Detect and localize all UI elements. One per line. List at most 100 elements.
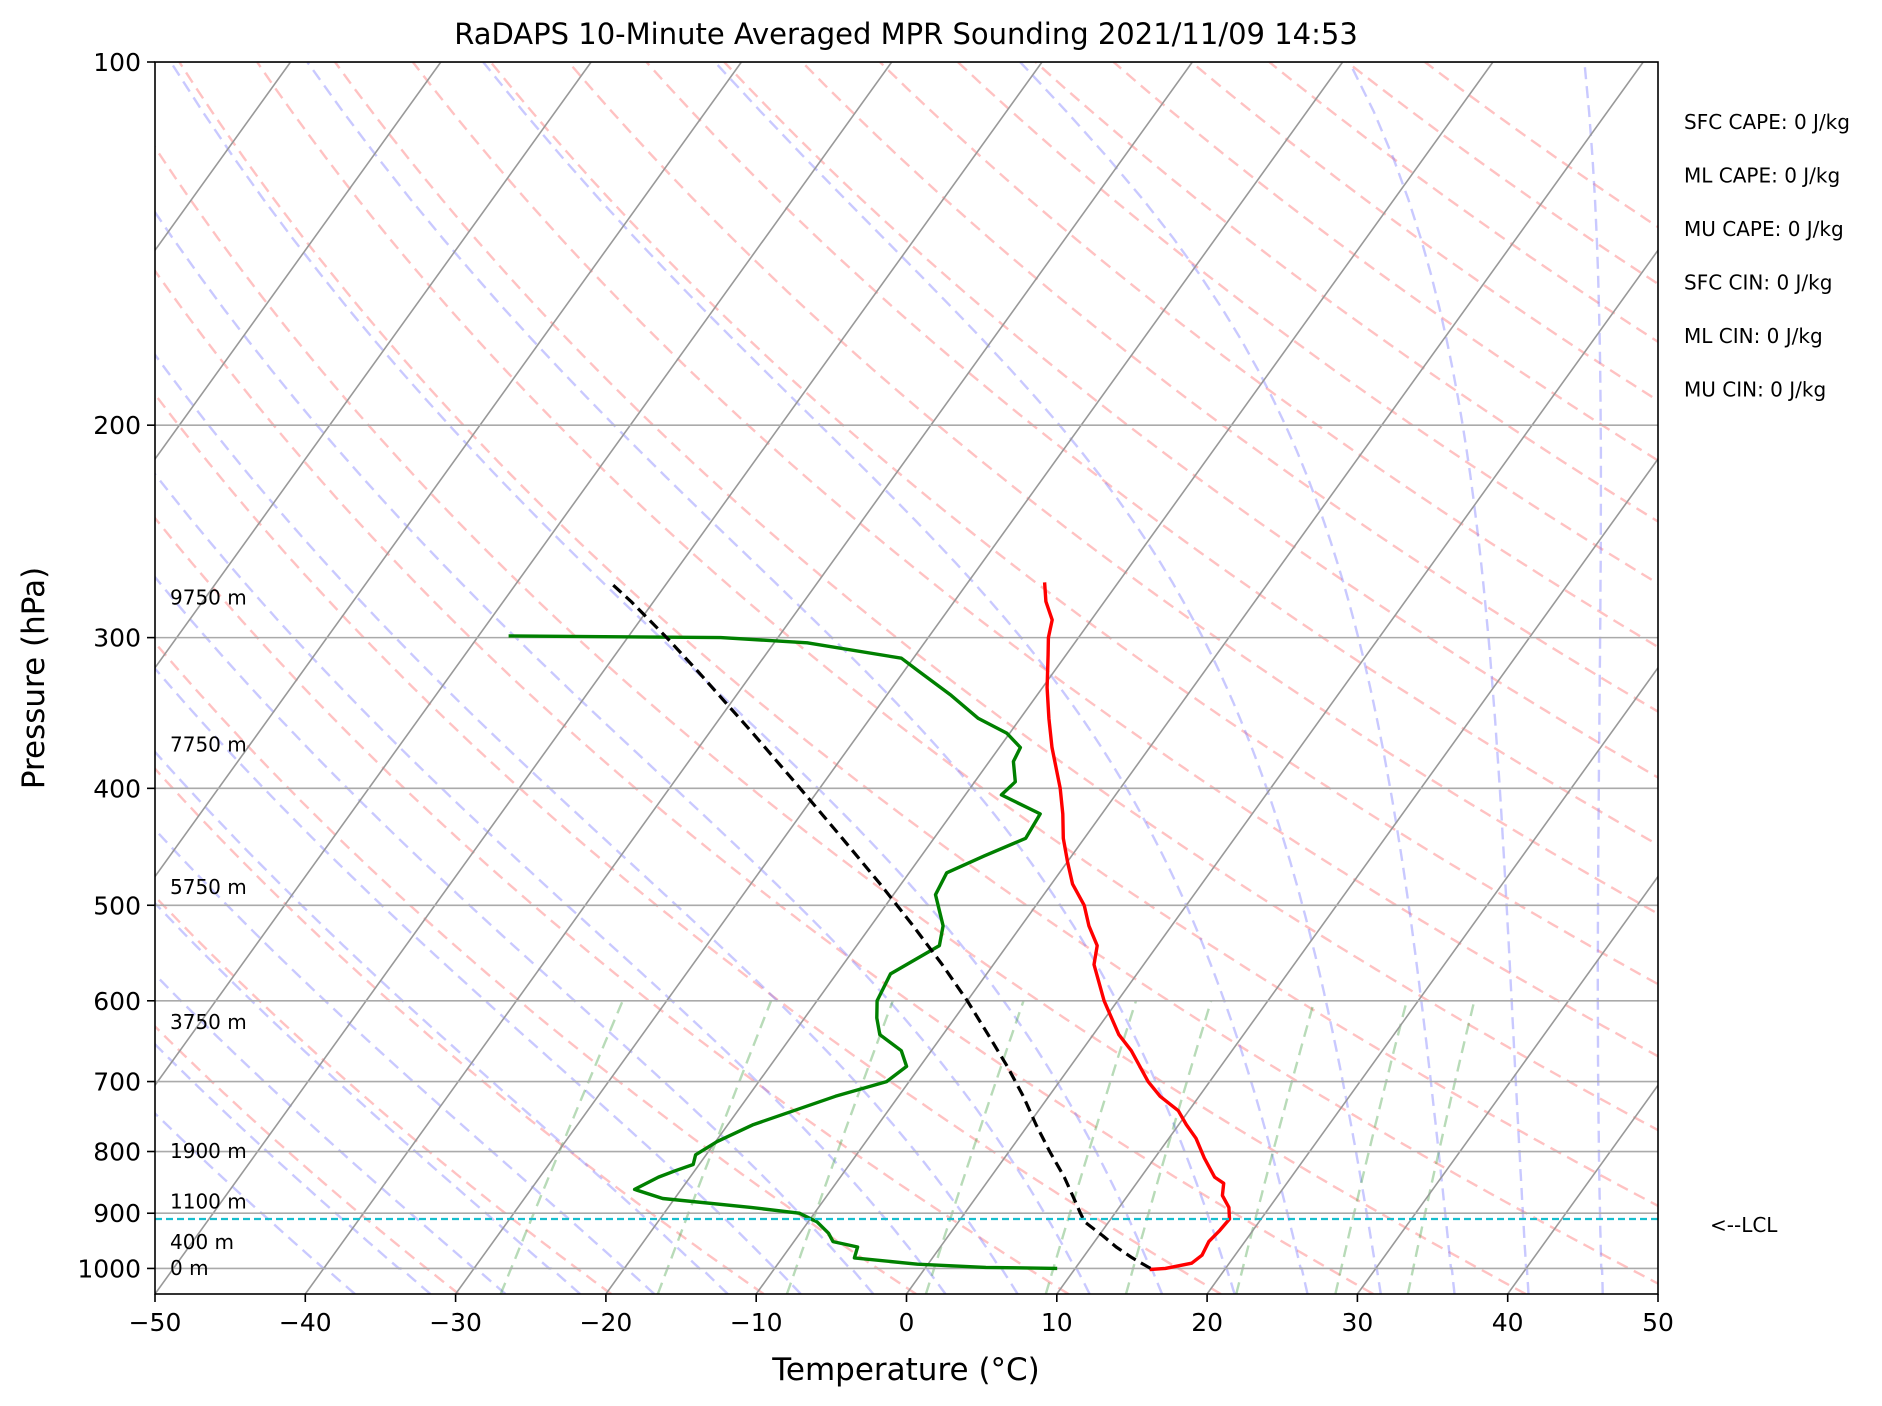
moist-adiabat	[306, 62, 1236, 1294]
dry-adiabat	[155, 392, 1222, 1294]
moist-adiabat	[155, 210, 1091, 1294]
moist-adiabat	[155, 901, 581, 1294]
isotherm	[755, 62, 1644, 1294]
dry-adiabat	[155, 894, 613, 1294]
height-labels: 9750 m 7750 m 5750 m 3750 m 1900 m 1100 m 400 …	[170, 586, 247, 1280]
isotherm	[454, 62, 1344, 1294]
x-tick-label: −20	[580, 1308, 633, 1337]
height-label: 400 m	[170, 1230, 234, 1254]
dry-adiabat	[723, 62, 1658, 779]
isotherm	[304, 62, 1193, 1294]
cape-cin-annotation: ML CIN: 0 J/kg	[1684, 324, 1823, 348]
dry-adiabat	[155, 766, 765, 1294]
dry-adiabat	[1112, 62, 1658, 462]
mixing-ratio-line	[785, 1000, 894, 1294]
dry-adiabat	[155, 268, 1374, 1294]
dry-adiabat	[256, 62, 1658, 1208]
x-tick-label: −10	[730, 1308, 783, 1337]
x-tick-label: 40	[1492, 1308, 1524, 1337]
dry-adiabat	[645, 62, 1658, 847]
isotherm	[155, 62, 893, 1087]
cape-cin-annotation: ML CAPE: 0 J/kg	[1684, 164, 1840, 188]
dry-adiabat	[1190, 62, 1658, 403]
mixing-ratio-line	[656, 1000, 773, 1294]
dry-adiabat	[801, 62, 1658, 713]
y-tick-label: 200	[93, 411, 141, 440]
dry-adiabat	[155, 145, 1527, 1294]
moist-adiabat	[155, 352, 1019, 1294]
x-tick-label: 20	[1191, 1308, 1223, 1337]
y-tick-label: 500	[93, 891, 141, 920]
x-tick-label: 10	[1041, 1308, 1073, 1337]
isotherm	[1657, 1292, 1658, 1294]
y-tick-label: 400	[93, 774, 141, 803]
y-tick-label: 800	[93, 1138, 141, 1167]
x-axis-ticks: −50 −40 −30 −20 −10 0 10 20 30 40 50	[129, 1294, 1674, 1337]
cape-cin-annotation: MU CAPE: 0 J/kg	[1684, 217, 1844, 241]
isotherm	[1507, 1083, 1658, 1294]
annotations: SFC CAPE: 0 J/kg ML CAPE: 0 J/kg MU CAPE: …	[1684, 110, 1850, 402]
moist-adiabat	[155, 472, 947, 1294]
dry-adiabat	[155, 1024, 460, 1294]
height-label: 0 m	[170, 1256, 209, 1280]
isotherm	[1356, 875, 1658, 1294]
y-tick-label: 900	[93, 1199, 141, 1228]
x-tick-label: 30	[1341, 1308, 1373, 1337]
moist-adiabat	[155, 666, 802, 1294]
dry-adiabat	[956, 62, 1658, 586]
chart-title: RaDAPS 10-Minute Averaged MPR Sounding 2…	[454, 17, 1358, 51]
x-tick-label: −50	[129, 1308, 182, 1337]
isotherm	[155, 62, 743, 878]
isotherm	[155, 62, 442, 461]
background-lines	[155, 62, 1658, 1294]
dry-adiabat	[567, 62, 1658, 916]
lcl-label: <--LCL	[1710, 1213, 1778, 1237]
moist-adiabat	[1019, 62, 1456, 1294]
series-line-1	[508, 634, 1058, 1271]
height-label: 5750 m	[170, 875, 247, 899]
isotherm	[1206, 666, 1658, 1294]
isotherm	[605, 62, 1494, 1294]
x-tick-label: 50	[1642, 1308, 1674, 1337]
data-series	[508, 581, 1232, 1272]
y-axis-ticks: 100 200 300 400 500 600 700 800 900 1000	[77, 48, 155, 1283]
moist-adiabat	[155, 750, 729, 1294]
mixing-ratio-line	[1235, 1000, 1316, 1294]
series-line-0	[1042, 582, 1232, 1272]
mixing-ratio-line	[1124, 1000, 1213, 1294]
isotherm	[905, 248, 1658, 1294]
moist-adiabat	[155, 972, 507, 1294]
dry-adiabat	[334, 62, 1658, 1132]
isotherm	[155, 62, 1043, 1294]
dry-adiabat	[411, 62, 1658, 1058]
height-label: 1100 m	[170, 1189, 247, 1213]
dry-adiabat	[489, 62, 1658, 986]
cape-cin-annotation: SFC CIN: 0 J/kg	[1684, 271, 1832, 295]
dry-adiabat	[1346, 62, 1658, 286]
grid-lines	[155, 62, 1658, 1294]
y-tick-label: 1000	[77, 1254, 141, 1283]
dry-adiabat	[155, 640, 917, 1294]
moist-adiabat	[155, 575, 875, 1294]
cape-cin-annotation: SFC CAPE: 0 J/kg	[1684, 110, 1850, 134]
dry-adiabat	[155, 516, 1070, 1294]
x-tick-label: −30	[429, 1308, 482, 1337]
mixing-ratio-line	[1406, 1000, 1476, 1294]
moist-adiabat	[1348, 62, 1530, 1294]
mixing-ratio-line	[924, 1000, 1025, 1294]
moist-adiabat	[169, 62, 1164, 1294]
y-tick-label: 700	[93, 1068, 141, 1097]
x-tick-label: 0	[899, 1308, 915, 1337]
dry-adiabat	[1034, 62, 1658, 523]
height-label: 7750 m	[170, 733, 247, 757]
y-axis-label: Pressure (hPa)	[16, 567, 52, 789]
height-label: 9750 m	[170, 586, 247, 610]
height-label: 1900 m	[170, 1139, 247, 1163]
x-tick-label: −40	[279, 1308, 332, 1337]
mixing-ratio-line	[1334, 1000, 1408, 1294]
x-axis-label: Temperature (°C)	[771, 1352, 1040, 1388]
mixing-ratio-line	[1044, 1000, 1138, 1294]
moist-adiabat	[155, 1042, 432, 1294]
cape-cin-annotation: MU CIN: 0 J/kg	[1684, 378, 1826, 402]
